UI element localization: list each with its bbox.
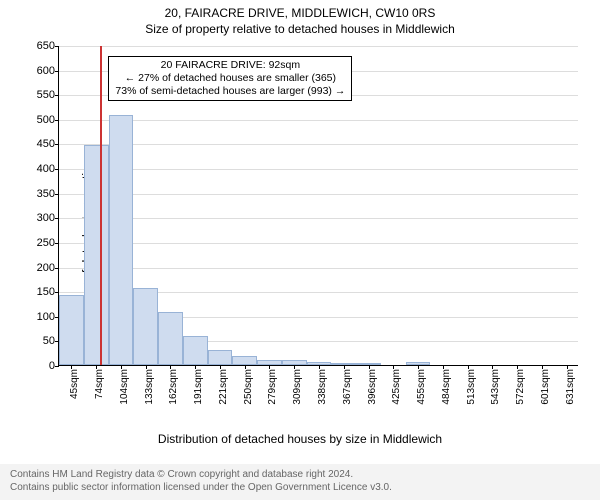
histogram-bar [133, 288, 158, 365]
x-tick-label: 543sqm [490, 369, 501, 405]
annotation-line: 73% of semi-detached houses are larger (… [115, 85, 345, 98]
histogram-bar [109, 115, 134, 365]
annotation-line: ← 27% of detached houses are smaller (36… [115, 72, 345, 85]
histogram-bar [84, 145, 109, 365]
gridline [59, 120, 578, 121]
x-tick-label: 162sqm [168, 369, 179, 405]
x-tick-label: 221sqm [218, 369, 229, 405]
x-tick-label: 191sqm [193, 369, 204, 405]
property-marker-line [100, 46, 102, 365]
x-tick-label: 45sqm [69, 369, 80, 399]
y-tick-label: 150 [37, 286, 59, 298]
footer-line-2: Contains public sector information licen… [10, 481, 590, 494]
x-tick-label: 104sqm [119, 369, 130, 405]
x-tick-label: 250sqm [243, 369, 254, 405]
chart-area: Number of detached properties 0501001502… [0, 38, 600, 448]
histogram-bar [208, 350, 233, 365]
gridline [59, 218, 578, 219]
y-tick-label: 300 [37, 212, 59, 224]
y-tick-label: 550 [37, 89, 59, 101]
histogram-bar [158, 312, 183, 365]
histogram-bar [59, 295, 84, 365]
histogram-bar [232, 356, 257, 365]
x-tick-label: 631sqm [565, 369, 576, 405]
x-tick-label: 455sqm [416, 369, 427, 405]
x-tick-label: 513sqm [466, 369, 477, 405]
histogram-bar [183, 336, 208, 365]
y-tick-label: 250 [37, 237, 59, 249]
property-annotation-box: 20 FAIRACRE DRIVE: 92sqm← 27% of detache… [108, 56, 352, 101]
gridline [59, 46, 578, 47]
y-tick-label: 650 [37, 40, 59, 52]
annotation-line: 20 FAIRACRE DRIVE: 92sqm [115, 59, 345, 72]
x-tick-label: 338sqm [317, 369, 328, 405]
x-tick-label: 601sqm [540, 369, 551, 405]
y-tick-label: 50 [43, 335, 59, 347]
x-tick-label: 279sqm [267, 369, 278, 405]
x-tick-label: 484sqm [441, 369, 452, 405]
x-tick-label: 425sqm [391, 369, 402, 405]
x-tick-label: 396sqm [367, 369, 378, 405]
title-line-1: 20, FAIRACRE DRIVE, MIDDLEWICH, CW10 0RS [0, 6, 600, 22]
x-tick-label: 133sqm [144, 369, 155, 405]
x-tick-label: 367sqm [342, 369, 353, 405]
x-tick-label: 74sqm [94, 369, 105, 399]
footer-line-1: Contains HM Land Registry data © Crown c… [10, 468, 590, 481]
y-tick-label: 100 [37, 311, 59, 323]
x-axis-label: Distribution of detached houses by size … [0, 432, 600, 446]
gridline [59, 194, 578, 195]
x-tick-label: 309sqm [292, 369, 303, 405]
y-tick-label: 500 [37, 114, 59, 126]
y-tick-label: 0 [49, 360, 59, 372]
gridline [59, 169, 578, 170]
y-tick-label: 450 [37, 138, 59, 150]
y-tick-label: 350 [37, 188, 59, 200]
title-line-2: Size of property relative to detached ho… [0, 22, 600, 38]
y-tick-label: 400 [37, 163, 59, 175]
gridline [59, 243, 578, 244]
y-tick-label: 600 [37, 65, 59, 77]
gridline [59, 268, 578, 269]
y-tick-label: 200 [37, 262, 59, 274]
gridline [59, 144, 578, 145]
attribution-footer: Contains HM Land Registry data © Crown c… [0, 464, 600, 500]
chart-title-block: 20, FAIRACRE DRIVE, MIDDLEWICH, CW10 0RS… [0, 0, 600, 37]
plot-region: 0501001502002503003504004505005506006504… [58, 46, 578, 366]
x-tick-label: 572sqm [515, 369, 526, 405]
